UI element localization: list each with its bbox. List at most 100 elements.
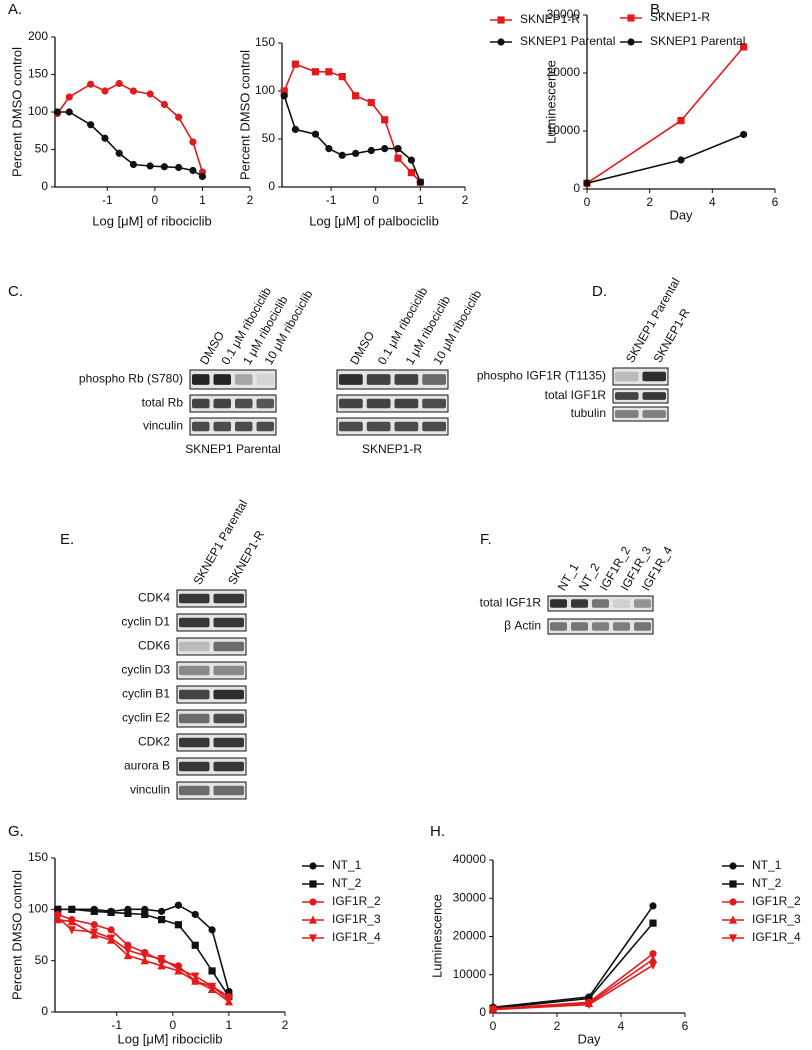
- blot-band: [615, 410, 639, 418]
- legend-label: IGF1R_2: [752, 894, 801, 908]
- series-line: [492, 958, 654, 1010]
- legend-label: SKNEP1-R: [650, 10, 710, 24]
- blot-band: [339, 398, 363, 409]
- data-point: [157, 907, 166, 915]
- x-axis-title: Log [μM] of ribociclib: [92, 213, 211, 228]
- data-point: [67, 926, 76, 935]
- y-tick-label: 20000: [547, 65, 581, 79]
- data-point: [140, 951, 149, 961]
- blot-band: [213, 641, 244, 652]
- data-point: [416, 178, 424, 186]
- data-point: [740, 43, 748, 51]
- y-tick-label: 50: [35, 953, 49, 967]
- x-tick-label: 0: [584, 195, 591, 209]
- data-point: [649, 919, 657, 927]
- data-point: [90, 921, 98, 929]
- y-tick-label: 20000: [453, 929, 487, 943]
- blot-band: [422, 374, 446, 385]
- blot-row-label: aurora B: [124, 759, 170, 773]
- blot-band: [366, 398, 391, 409]
- blot-band: [213, 713, 244, 724]
- blot-band: [213, 737, 244, 748]
- legend-marker: [728, 915, 738, 924]
- data-point: [394, 145, 402, 153]
- blot-band: [339, 374, 363, 385]
- data-point: [280, 92, 288, 100]
- data-point: [90, 928, 99, 937]
- legend-label: IGF1R_3: [752, 912, 801, 926]
- blot-band: [366, 374, 391, 385]
- legend-marker: [729, 862, 737, 870]
- y-tick-label: 100: [255, 83, 275, 97]
- blot-band: [642, 392, 666, 400]
- blot-band: [256, 374, 274, 385]
- blot-caption: SKNEP1-R: [362, 442, 422, 456]
- y-axis-title: Luminescence: [543, 60, 558, 144]
- x-tick-label: 0: [490, 1019, 497, 1033]
- blot-row-label: phospho IGF1R (T1135): [477, 369, 606, 383]
- panel-label: C.: [8, 283, 23, 300]
- data-point: [311, 130, 320, 138]
- legend-label: NT_2: [332, 876, 362, 890]
- data-point: [338, 151, 346, 159]
- blot-band: [634, 622, 651, 631]
- data-point: [101, 134, 109, 142]
- data-point: [53, 913, 62, 923]
- panel-label: B.: [650, 1, 664, 18]
- data-point: [352, 149, 360, 157]
- blot-strip: [189, 417, 277, 436]
- y-tick-label: 100: [28, 902, 48, 916]
- data-point: [325, 145, 333, 153]
- data-point: [338, 73, 346, 81]
- panel-label: F.: [480, 531, 492, 548]
- x-axis-title: Day: [669, 207, 693, 222]
- data-point: [157, 916, 166, 924]
- blot-band: [235, 421, 253, 432]
- y-tick-label: 0: [41, 1004, 48, 1018]
- data-point: [87, 121, 95, 129]
- blot-band: [613, 599, 630, 608]
- blot-band: [213, 593, 244, 604]
- series-line: [57, 904, 230, 992]
- data-point: [191, 910, 199, 919]
- data-point: [352, 92, 360, 100]
- y-tick-label: 150: [28, 67, 48, 81]
- x-tick-label: -1: [102, 193, 113, 207]
- data-point: [160, 163, 168, 171]
- blot-band: [339, 421, 363, 432]
- data-point: [107, 908, 115, 917]
- series-line: [56, 82, 204, 173]
- data-point: [584, 1000, 594, 1010]
- y-tick-label: 30000: [453, 890, 487, 904]
- data-point: [191, 976, 200, 985]
- data-point: [123, 950, 133, 960]
- data-point: [740, 130, 748, 139]
- data-point: [129, 160, 138, 169]
- legend-label: IGF1R_3: [332, 912, 381, 926]
- data-point: [146, 90, 154, 98]
- legend-label: SKNEP1 Parental: [520, 34, 615, 48]
- legend-label: IGF1R_4: [332, 930, 381, 944]
- data-point: [191, 941, 199, 949]
- blot-row-label: β Actin: [504, 619, 541, 633]
- data-point: [191, 972, 200, 981]
- series-line: [283, 63, 421, 183]
- data-point: [325, 68, 333, 76]
- x-tick-label: 6: [772, 195, 779, 209]
- data-point: [106, 934, 116, 943]
- data-point: [394, 154, 402, 162]
- x-tick-label: 0: [169, 1018, 176, 1032]
- y-tick-label: 30000: [547, 7, 581, 21]
- data-point: [115, 149, 123, 157]
- legend-label: NT_1: [332, 858, 362, 872]
- blot-row-label: CDK6: [138, 639, 170, 653]
- blot-row-label: cyclin D1: [121, 615, 170, 629]
- x-axis-title: Log [μM] of palbociclib: [309, 213, 439, 228]
- x-tick-label: 2: [247, 193, 254, 207]
- x-axis-title: Log [μM] ribociclib: [117, 1031, 222, 1046]
- blot-strip: [176, 661, 247, 680]
- blot-band: [192, 398, 210, 409]
- data-point: [583, 179, 591, 187]
- data-point: [381, 145, 389, 153]
- panel-label: H.: [430, 823, 445, 840]
